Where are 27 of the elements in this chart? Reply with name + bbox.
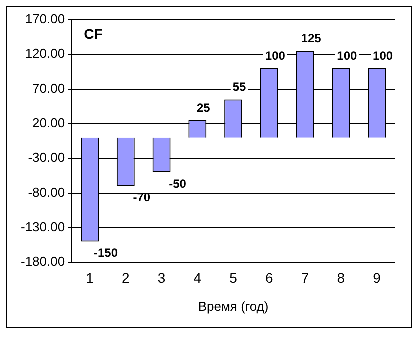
x-tick-label: 5 <box>230 270 238 286</box>
data-label: 55 <box>232 80 247 94</box>
data-label: -150 <box>94 246 118 260</box>
x-tick-label: 7 <box>301 270 310 286</box>
data-label: 100 <box>337 48 358 63</box>
data-label: 125 <box>301 32 322 46</box>
data-label: 100 <box>265 48 286 63</box>
data-label: -50 <box>169 176 187 191</box>
y-tick-label: 120.00 <box>25 46 66 62</box>
x-tick-label: 3 <box>158 270 166 286</box>
x-tick-label: 6 <box>266 270 274 286</box>
y-tick-label: -30.00 <box>28 150 66 166</box>
chart-title: CF <box>84 26 104 42</box>
x-tick-label: 2 <box>122 270 130 286</box>
x-tick-label: 8 <box>337 270 346 286</box>
y-tick-label: -80.00 <box>28 184 66 200</box>
x-axis-title: Время (год) <box>198 298 269 314</box>
y-tick-label: -130.00 <box>20 220 66 235</box>
data-label: 25 <box>196 100 211 115</box>
data-label: 100 <box>373 48 394 63</box>
x-tick-label: 4 <box>194 270 202 286</box>
x-tick-label: 1 <box>86 270 94 286</box>
y-tick-label: 20.00 <box>32 116 66 131</box>
x-tick-label: 9 <box>373 270 382 286</box>
y-tick-label: -180.00 <box>20 254 66 270</box>
y-tick-label: 170.00 <box>25 12 66 27</box>
y-tick-label: 70.00 <box>32 80 66 96</box>
